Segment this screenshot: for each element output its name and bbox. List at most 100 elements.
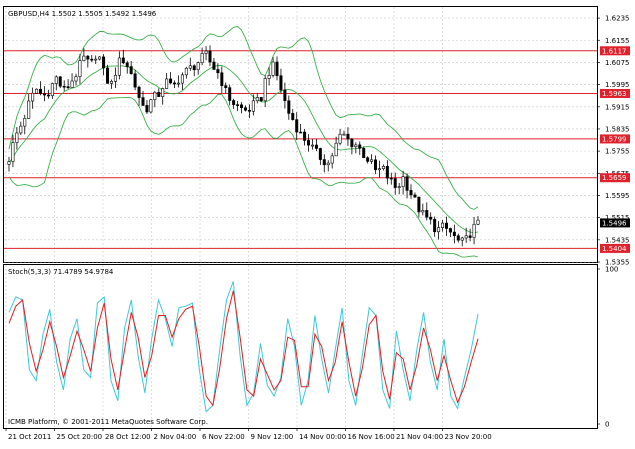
candle-body <box>456 235 460 241</box>
candle-body <box>7 161 11 165</box>
candle-body <box>374 159 378 171</box>
candle-body <box>393 178 397 188</box>
candle-body <box>283 89 287 102</box>
bollinger-upper-band <box>8 26 479 210</box>
time-tick-label: 14 Nov 00:00 <box>299 433 346 441</box>
candle-body <box>224 85 228 88</box>
price-tick-label: 1.5435 <box>605 236 630 244</box>
price-grid <box>4 7 597 263</box>
stoch-panel-frame <box>3 264 598 429</box>
level-tag-label: 1.5404 <box>602 245 627 253</box>
candle-body <box>125 62 129 67</box>
candle-body <box>307 140 311 146</box>
candle-body <box>251 100 255 112</box>
candle-body <box>358 144 362 149</box>
price-tick-label: 1.5355 <box>605 259 630 267</box>
candle-body <box>228 87 232 101</box>
time-tick-label: 9 Nov 12:00 <box>251 433 294 441</box>
candle-body <box>157 91 161 97</box>
candle-body <box>54 76 58 84</box>
candle-body <box>212 61 216 70</box>
candle-body <box>275 61 279 77</box>
candle-body <box>113 74 117 82</box>
level-tag-bg <box>600 173 630 183</box>
candle-body <box>216 69 220 74</box>
candle-body <box>200 53 204 64</box>
stoch-lines <box>8 281 479 413</box>
price-tick-label: 1.6235 <box>605 15 630 23</box>
candle-body <box>267 74 271 79</box>
candle-body <box>153 91 157 101</box>
candle-body <box>271 61 275 76</box>
level-tag-label: 1.5963 <box>602 90 627 98</box>
candle-body <box>42 93 46 96</box>
bollinger-middle-band <box>8 65 479 234</box>
candle-body <box>377 168 381 171</box>
candle-body <box>381 165 385 170</box>
candle-body <box>220 72 224 86</box>
level-tag-label: 1.5659 <box>602 174 627 182</box>
candle-body <box>326 162 330 166</box>
candle-body <box>322 159 326 166</box>
level-tag-bg <box>600 243 630 253</box>
candle-body <box>165 78 169 89</box>
candle-body <box>90 58 94 61</box>
candle-body <box>176 82 180 85</box>
candle-body <box>338 133 342 144</box>
bollinger-bands <box>8 26 479 258</box>
candle-body <box>129 66 133 75</box>
candle-body <box>291 113 295 120</box>
candle-body <box>362 148 366 158</box>
stoch-tick-label: 0 <box>605 421 609 429</box>
candle-body <box>173 82 177 85</box>
candle-body <box>385 165 389 179</box>
stoch-panel[interactable]: Stoch(5,3,3) 71.4789 54.9784 ICMB Platfo… <box>3 264 598 429</box>
candle-body <box>102 56 106 69</box>
level-tag-bg <box>600 134 630 144</box>
price-panel[interactable]: GBPUSD,H4 1.5502 1.5505 1.5492 1.5496 <box>3 6 598 263</box>
candle-body <box>452 231 456 237</box>
price-levels <box>4 50 597 249</box>
candle-body <box>98 56 102 60</box>
candle-body <box>31 92 35 102</box>
candle-body <box>330 155 334 164</box>
candle-body <box>141 97 145 106</box>
candle-body <box>94 58 98 61</box>
candle-body <box>346 133 350 140</box>
candle-body <box>184 67 188 76</box>
candle-body <box>78 60 82 77</box>
time-tick-label: 2 Nov 04:00 <box>154 433 197 441</box>
candle-body <box>397 186 401 188</box>
time-tick-label: 25 Oct 20:00 <box>57 433 103 441</box>
symbol-header: GBPUSD,H4 1.5502 1.5505 1.5492 1.5496 <box>8 10 157 18</box>
candle-body <box>263 78 267 102</box>
candle-body <box>472 223 476 238</box>
candle-body <box>247 109 251 112</box>
candle-body <box>425 210 429 218</box>
candle-body <box>299 131 303 134</box>
candle-body <box>460 237 464 241</box>
candle-body <box>27 100 31 119</box>
price-tick-label: 1.6155 <box>605 37 630 45</box>
candle-body <box>149 99 153 113</box>
candle-body <box>35 88 39 94</box>
candle-body <box>133 73 137 88</box>
candle-body <box>310 144 314 147</box>
stoch-signal-line <box>8 290 479 407</box>
candle-body <box>303 131 307 141</box>
stoch-header: Stoch(5,3,3) 71.4789 54.9784 <box>8 268 114 276</box>
price-tick-label: 1.5915 <box>605 103 630 111</box>
candle-body <box>208 50 212 63</box>
candle-body <box>444 222 448 229</box>
candle-body <box>86 55 90 60</box>
candle-body <box>314 144 318 149</box>
candle-body <box>66 86 70 88</box>
candle-body <box>417 196 421 213</box>
candle-body <box>243 107 247 111</box>
candle-body <box>196 62 200 71</box>
candle-body <box>109 81 113 84</box>
stoch-axis: 100 0 <box>597 266 618 429</box>
copyright-text: ICMB Platform, © 2001-2011 MetaQuotes So… <box>8 418 208 426</box>
current-price-tag-label: 1.5496 <box>602 219 627 227</box>
